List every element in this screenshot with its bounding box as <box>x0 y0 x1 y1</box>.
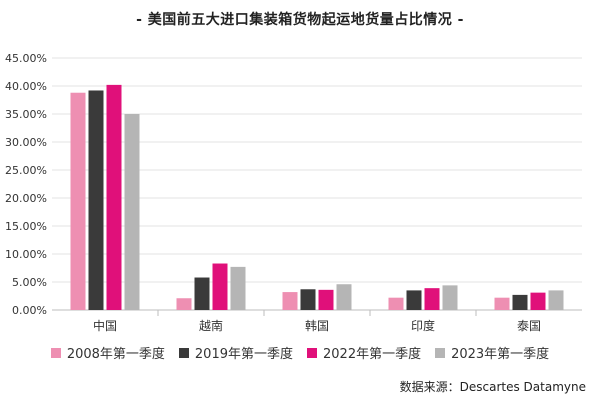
chart-legend: 2008年第一季度 2019年第一季度 2022年第一季度 2023年第一季度 <box>0 343 600 362</box>
legend-swatch-2008 <box>50 347 61 358</box>
bar <box>442 285 458 310</box>
bar <box>512 294 528 310</box>
legend-label-2023: 2023年第一季度 <box>451 347 550 362</box>
y-tick-label: 0.00% <box>12 304 47 317</box>
y-tick-label: 10.00% <box>5 248 47 261</box>
y-tick-label: 15.00% <box>5 220 47 233</box>
bar <box>194 277 210 310</box>
y-tick-label: 30.00% <box>5 136 47 149</box>
x-tick-label: 中国 <box>93 318 117 333</box>
bar <box>548 290 564 310</box>
y-tick-label: 40.00% <box>5 80 47 93</box>
bar <box>318 289 334 310</box>
legend-label-2022: 2022年第一季度 <box>323 347 422 362</box>
bar <box>230 266 246 310</box>
bar <box>70 92 86 310</box>
y-tick-label: 20.00% <box>5 192 47 205</box>
legend-swatch-2023 <box>435 347 446 358</box>
bar <box>212 263 228 310</box>
bar <box>124 114 140 310</box>
bar <box>388 297 404 310</box>
bar <box>530 292 546 310</box>
y-tick-label: 25.00% <box>5 164 47 177</box>
legend-item-2023: 2023年第一季度 <box>435 343 549 362</box>
bar <box>176 298 192 310</box>
x-tick-label: 泰国 <box>517 319 541 333</box>
bar <box>88 90 104 310</box>
legend-label-2019: 2019年第一季度 <box>194 347 293 362</box>
bar <box>424 288 440 310</box>
x-tick-label: 越南 <box>199 318 223 333</box>
legend-item-2022: 2022年第一季度 <box>307 343 421 362</box>
legend-label-2008: 2008年第一季度 <box>66 347 165 362</box>
legend-swatch-2022 <box>307 347 317 358</box>
y-tick-label: 5.00% <box>12 276 47 289</box>
chart-title: - 美国前五大进口集装箱货物起运地货量占比情况 - <box>136 12 464 28</box>
legend-item-2008: 2008年第一季度 <box>50 343 165 362</box>
source-note: 数据来源：Descartes Datamyne <box>399 380 586 394</box>
bar <box>406 290 422 310</box>
legend-item-2019: 2019年第一季度 <box>178 343 293 362</box>
bar <box>282 292 298 310</box>
y-tick-label: 35.00% <box>5 108 47 121</box>
bar <box>106 84 122 310</box>
bar <box>300 289 316 310</box>
bar <box>494 297 510 310</box>
bar <box>336 284 352 310</box>
y-tick-label: 45.00% <box>5 52 47 65</box>
legend-swatch-2019 <box>178 347 189 358</box>
x-tick-label: 印度 <box>411 318 435 333</box>
x-tick-label: 韩国 <box>305 318 329 333</box>
